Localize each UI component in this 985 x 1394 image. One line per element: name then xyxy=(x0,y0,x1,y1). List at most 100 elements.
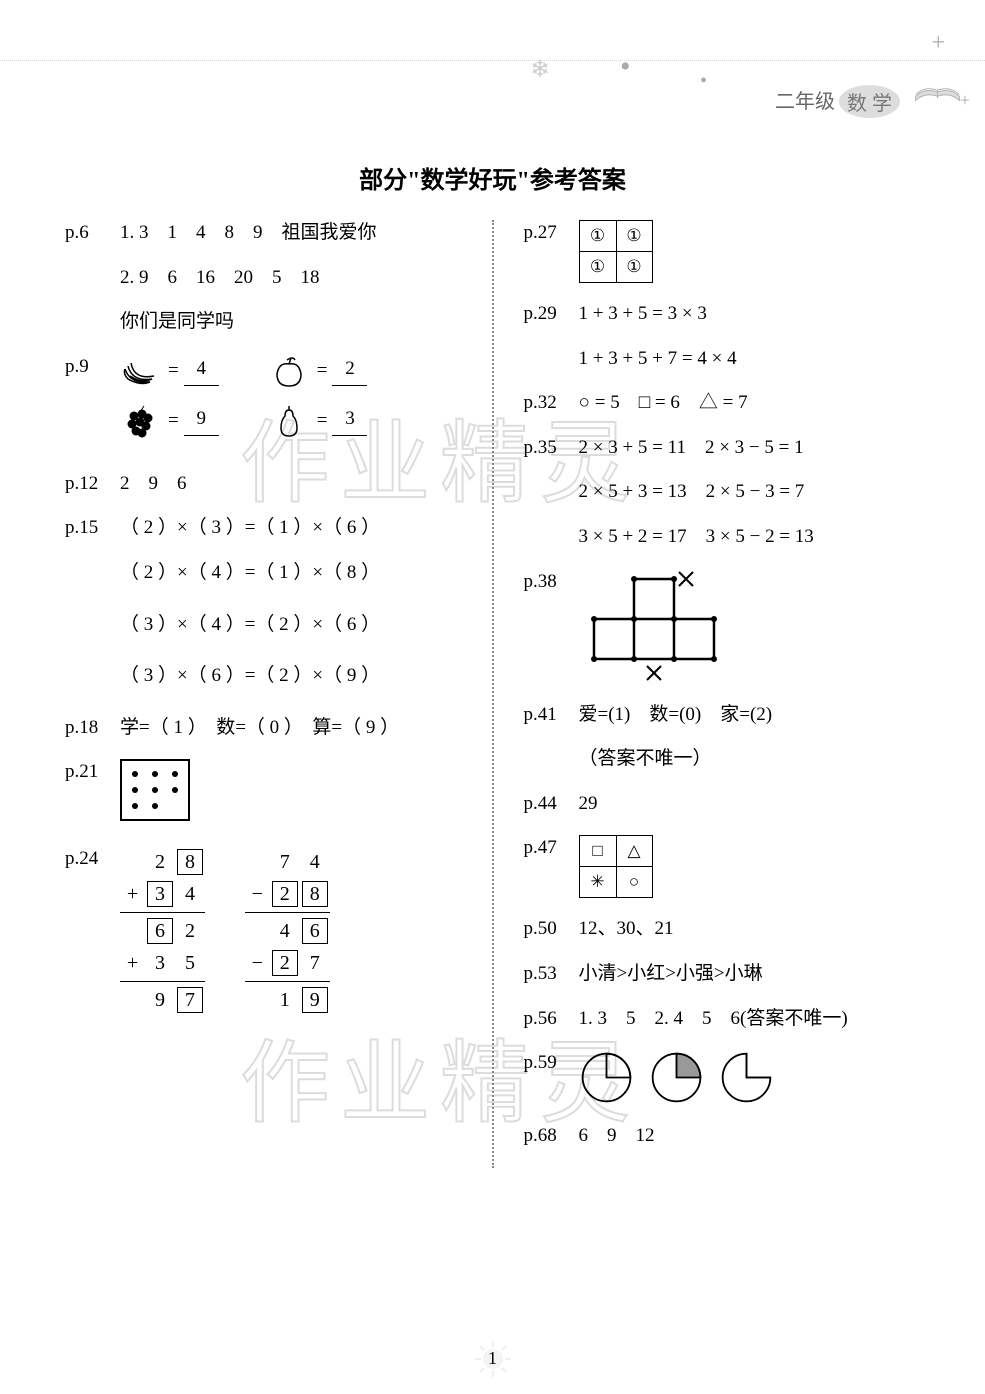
arith-column-right: 74 −28 46 −27 19 xyxy=(245,846,330,1016)
book-icon xyxy=(910,70,965,105)
page-ref: p.47 xyxy=(524,835,579,862)
subject-label: 数 学 xyxy=(839,85,900,118)
pie-diagram xyxy=(719,1050,774,1105)
answer-row: p.35 2 × 3 + 5 = 11 2 × 3 − 5 = 1 xyxy=(524,435,931,462)
answer-text: （ 2 ）×（ 3 ）=（ 1 ）×（ 6 ） xyxy=(120,515,472,542)
answer-text: 学=（ 1 ） 数=（ 0 ） 算=（ 9 ） xyxy=(120,715,472,742)
answer-row: p.38 xyxy=(524,569,931,684)
column-divider xyxy=(492,220,494,1168)
snowflake-icon: ❄ xyxy=(530,55,550,84)
equals: = xyxy=(317,358,328,385)
answer-row: p.21 xyxy=(65,759,472,821)
page-ref: p.18 xyxy=(65,715,120,742)
page-ref: p.29 xyxy=(524,301,579,328)
matchstick-figure xyxy=(579,569,749,684)
answer-row: p.27 ①① ①① xyxy=(524,220,931,283)
equals: = xyxy=(168,358,179,385)
answer-row: p.41 爱=(1) 数=(0) 家=(2) xyxy=(524,702,931,729)
symbol-grid: □△ ✳○ xyxy=(579,835,653,898)
answer-row: p.18 学=（ 1 ） 数=（ 0 ） 算=（ 9 ） xyxy=(65,715,472,742)
pear-icon xyxy=(269,404,309,439)
answer-value: 9 xyxy=(184,406,219,436)
right-column: p.27 ①① ①① p.29 1 + 3 + 5 = 3 × 3 1 + 3 … xyxy=(499,220,931,1168)
answer-value: 2 xyxy=(332,356,367,386)
answer-text: 1 + 3 + 5 = 3 × 3 xyxy=(579,301,931,328)
dot-decoration: • xyxy=(620,50,631,84)
answer-row: p.59 xyxy=(524,1050,931,1105)
answer-text: （答案不唯一） xyxy=(579,746,931,773)
answer-row: p.56 1. 3 5 2. 4 5 6(答案不唯一) xyxy=(524,1006,931,1033)
page-ref: p.59 xyxy=(524,1050,579,1077)
grade-label: 二年级 xyxy=(775,85,835,114)
answer-text: 2 9 6 xyxy=(120,471,472,498)
answer-text: （ 3 ）×（ 6 ）=（ 2 ）×（ 9 ） xyxy=(120,663,472,690)
answer-text: 2. 9 6 16 20 5 18 xyxy=(120,265,472,292)
page-ref: p.38 xyxy=(524,569,579,596)
page-ref: p.21 xyxy=(65,759,120,786)
answer-text: 6 9 12 xyxy=(579,1123,931,1150)
dice-box xyxy=(120,759,190,821)
answer-row: p.29 1 + 3 + 5 = 3 × 3 xyxy=(524,301,931,328)
answer-text: ○ = 5 □ = 6 △ = 7 xyxy=(579,390,931,417)
arithmetic-answer: 28 +34 62 +35 97 74 −28 46 −27 19 xyxy=(120,846,472,1016)
apple-icon xyxy=(269,354,309,389)
answer-text: （ 2 ）×（ 4 ）=（ 1 ）×（ 8 ） xyxy=(120,560,472,587)
page-ref: p.15 xyxy=(65,515,120,542)
fruit-answers: = 4 = 2 = 9 = 3 xyxy=(120,354,472,451)
answer-text: 29 xyxy=(579,791,931,818)
answer-value: 4 xyxy=(184,356,219,386)
answer-value: 3 xyxy=(332,406,367,436)
dice-answer xyxy=(120,759,472,821)
answer-row: p.44 29 xyxy=(524,791,931,818)
equals: = xyxy=(317,408,328,435)
pie-diagram xyxy=(649,1050,704,1105)
page-ref: p.44 xyxy=(524,791,579,818)
header-swoosh xyxy=(0,60,985,90)
answer-row: p.15 （ 2 ）×（ 3 ）=（ 1 ）×（ 6 ） xyxy=(65,515,472,542)
page-ref: p.35 xyxy=(524,435,579,462)
page-ref: p.12 xyxy=(65,471,120,498)
page-ref: p.56 xyxy=(524,1006,579,1033)
answer-text: 2 × 3 + 5 = 11 2 × 3 − 5 = 1 xyxy=(579,435,931,462)
page-ref: p.32 xyxy=(524,390,579,417)
pie-diagram xyxy=(579,1050,634,1105)
answer-text: 2 × 5 + 3 = 13 2 × 5 − 3 = 7 xyxy=(579,479,931,506)
answer-text: 1. 3 1 4 8 9 祖国我爱你 xyxy=(120,220,472,247)
answer-text: 爱=(1) 数=(0) 家=(2) xyxy=(579,702,931,729)
answer-row: p.68 6 9 12 xyxy=(524,1123,931,1150)
answer-row: p.12 2 9 6 xyxy=(65,471,472,498)
answer-row: p.9 = 4 = 2 = 9 = 3 xyxy=(65,354,472,451)
answer-text: 你们是同学吗 xyxy=(120,309,472,336)
page-number: 1 xyxy=(488,1348,497,1369)
arith-column-left: 28 +34 62 +35 97 xyxy=(120,846,205,1016)
pie-answers xyxy=(579,1050,931,1105)
page-ref: p.50 xyxy=(524,916,579,943)
page-title: 部分"数学好玩"参考答案 xyxy=(0,160,985,195)
dot-decoration: • xyxy=(700,70,707,93)
page-ref: p.9 xyxy=(65,354,120,381)
answer-row: p.50 12、30、21 xyxy=(524,916,931,943)
grape-icon xyxy=(120,404,160,439)
answer-text: 1. 3 5 2. 4 5 6(答案不唯一) xyxy=(579,1006,931,1033)
content-area: p.6 1. 3 1 4 8 9 祖国我爱你 2. 9 6 16 20 5 18… xyxy=(0,220,985,1168)
page-ref: p.27 xyxy=(524,220,579,247)
equals: = xyxy=(168,408,179,435)
answer-row: p.24 28 +34 62 +35 97 74 −28 46 xyxy=(65,846,472,1016)
matchstick-answer xyxy=(579,569,931,684)
grid-answer: ①① ①① xyxy=(579,220,931,283)
answer-text: 小清>小红>小强>小琳 xyxy=(579,961,931,988)
answer-text: （ 3 ）×（ 4 ）=（ 2 ）×（ 6 ） xyxy=(120,612,472,639)
page-ref: p.53 xyxy=(524,961,579,988)
answer-row: p.6 1. 3 1 4 8 9 祖国我爱你 xyxy=(65,220,472,247)
plus-decoration: + xyxy=(931,30,945,57)
page-ref: p.68 xyxy=(524,1123,579,1150)
banana-icon xyxy=(120,354,160,389)
answer-row: p.53 小清>小红>小强>小琳 xyxy=(524,961,931,988)
answer-text: 12、30、21 xyxy=(579,916,931,943)
left-column: p.6 1. 3 1 4 8 9 祖国我爱你 2. 9 6 16 20 5 18… xyxy=(65,220,487,1168)
grid-answer: □△ ✳○ xyxy=(579,835,931,898)
page-ref: p.6 xyxy=(65,220,120,247)
answer-text: 3 × 5 + 2 = 17 3 × 5 − 2 = 13 xyxy=(579,524,931,551)
page-ref: p.24 xyxy=(65,846,120,873)
answer-row: p.32 ○ = 5 □ = 6 △ = 7 xyxy=(524,390,931,417)
